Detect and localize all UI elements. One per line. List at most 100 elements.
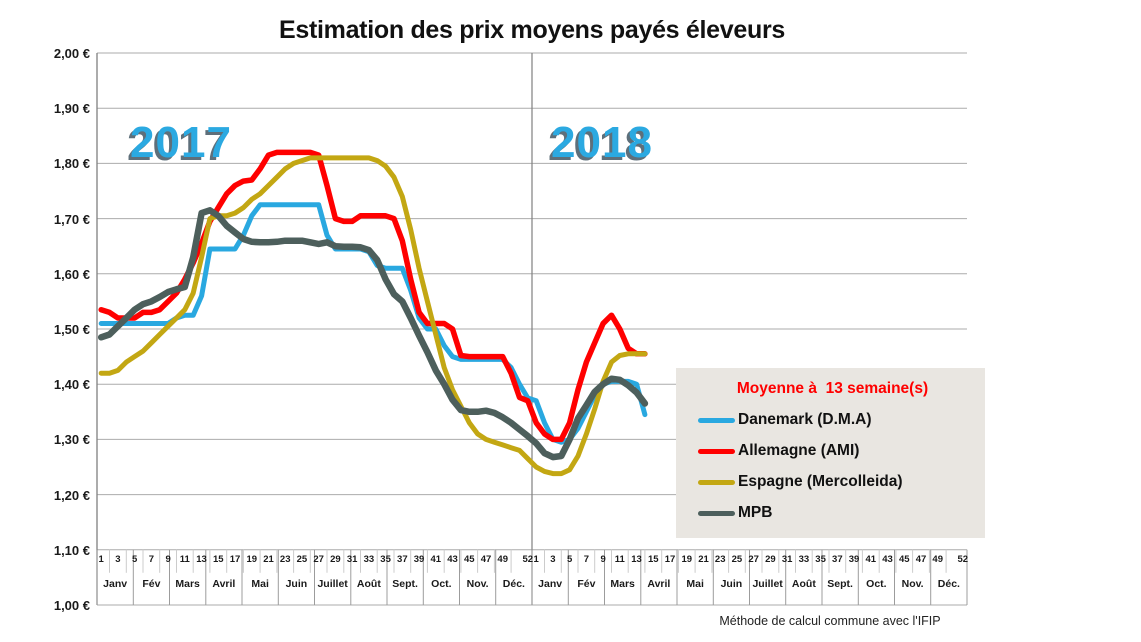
month-label: Mai — [686, 577, 704, 590]
week-number-label: 29 — [765, 553, 776, 565]
week-number-label: 27 — [313, 553, 324, 565]
week-number-label: 3 — [115, 553, 121, 565]
week-number-label: 25 — [296, 553, 308, 565]
week-number-label: 49 — [497, 553, 508, 565]
legend-title: Moyenne à 13 semaine(s) — [736, 380, 929, 397]
week-number-label: 41 — [430, 553, 442, 565]
series-line-allemagne-ami — [98, 149, 648, 443]
week-number-label: 31 — [781, 553, 793, 565]
week-number-label: 27 — [748, 553, 759, 565]
month-label: Juin — [285, 577, 308, 590]
week-number-label: 21 — [698, 553, 709, 565]
week-number-label: 5 — [566, 553, 573, 565]
legend-item: MPB — [698, 504, 985, 522]
month-label: Sept. — [392, 577, 418, 590]
month-label: Juin — [720, 577, 743, 590]
week-number-label: 9 — [600, 553, 606, 565]
week-number-label: 7 — [583, 553, 590, 565]
week-number-label: 43 — [447, 553, 458, 565]
y-tick-label: 1,60 € — [53, 266, 90, 282]
month-label: Juillet — [317, 577, 348, 590]
y-tick-label: 1,40 € — [53, 377, 90, 393]
series-line-danemark-d-m-a — [98, 202, 648, 445]
month-label: Août — [791, 577, 816, 590]
y-tick-label: 1,00 € — [53, 598, 90, 613]
legend-swatch-icon — [698, 448, 735, 454]
legend-label: MPB — [738, 504, 773, 521]
week-number-label: 25 — [731, 553, 743, 565]
week-number-label: 19 — [681, 553, 693, 565]
legend-item: Danemark (D.M.A) — [698, 411, 985, 429]
month-label: Nov. — [901, 577, 924, 590]
month-label: Déc. — [937, 577, 960, 590]
month-label: Janv — [103, 577, 128, 590]
year-watermark-2017: 2017 — [130, 118, 232, 167]
week-number-label: 43 — [882, 553, 893, 565]
week-number-label: 1 — [98, 553, 104, 565]
y-tick-label: 1,20 € — [53, 487, 90, 503]
legend-swatch-icon — [698, 417, 735, 423]
week-number-label: 5 — [131, 553, 138, 565]
month-label: Août — [356, 577, 381, 590]
year-watermark-2018: 2018 — [551, 118, 653, 167]
y-tick-label: 1,90 € — [53, 101, 90, 117]
week-number-label: 31 — [346, 553, 358, 565]
week-number-label: 35 — [815, 553, 826, 565]
week-number-label: 45 — [463, 553, 475, 565]
week-number-label: 11 — [179, 553, 190, 565]
week-number-label: 39 — [413, 553, 425, 565]
legend-item: Allemagne (AMI) — [698, 442, 985, 460]
month-label: Avril — [212, 577, 236, 590]
month-label: Mai — [251, 577, 269, 590]
y-tick-label: 1,50 € — [53, 322, 90, 337]
legend-swatch-icon — [698, 479, 735, 485]
y-tick-label: 1,70 € — [53, 211, 90, 227]
week-number-label: 45 — [898, 553, 910, 565]
week-number-label: 3 — [550, 553, 556, 565]
week-number-label: 37 — [832, 553, 843, 565]
week-number-label: 15 — [648, 553, 659, 565]
series-line-mpb — [97, 207, 649, 461]
week-number-label: 47 — [480, 553, 492, 565]
month-label: Fév — [142, 577, 161, 590]
week-number-label: 15 — [213, 553, 224, 565]
week-number-label: 7 — [148, 553, 155, 565]
week-number-label: 9 — [165, 553, 171, 565]
y-tick-label: 1,30 € — [53, 432, 90, 448]
week-number-label: 11 — [614, 553, 625, 565]
week-number-label: 52 — [522, 553, 534, 565]
week-number-label: 1 — [533, 553, 539, 565]
legend-label: Allemagne (AMI) — [738, 442, 860, 459]
week-number-label: 29 — [330, 553, 341, 565]
week-number-label: 17 — [664, 553, 676, 565]
week-number-label: 13 — [631, 553, 642, 565]
week-number-label: 41 — [865, 553, 877, 565]
month-label: Janv — [538, 577, 563, 590]
month-label: Fév — [577, 577, 596, 590]
week-number-label: 39 — [848, 553, 860, 565]
week-number-label: 23 — [279, 553, 291, 565]
month-label: Oct. — [866, 577, 887, 590]
week-number-label: 33 — [798, 553, 810, 565]
month-label: Mars — [175, 577, 200, 590]
series-line-espagne-mercolleida — [98, 155, 648, 477]
month-label: Déc. — [502, 577, 525, 590]
legend-box: Moyenne à 13 semaine(s) Danemark (D.M.A)… — [676, 368, 985, 538]
legend-label: Espagne (Mercolleida) — [738, 473, 903, 490]
y-tick-label: 1,80 € — [53, 156, 90, 172]
month-label: Juillet — [752, 577, 783, 590]
week-number-label: 52 — [957, 553, 969, 565]
legend-label: Danemark (D.M.A) — [738, 411, 872, 428]
week-number-label: 17 — [229, 553, 241, 565]
week-number-label: 13 — [196, 553, 207, 565]
week-number-label: 37 — [397, 553, 408, 565]
week-number-label: 49 — [932, 553, 943, 565]
month-label: Avril — [647, 577, 671, 590]
week-number-label: 23 — [714, 553, 726, 565]
week-number-label: 21 — [263, 553, 274, 565]
week-number-label: 47 — [915, 553, 927, 565]
week-number-label: 35 — [380, 553, 391, 565]
footer-note: Méthode de calcul commune avec l'IFIP — [719, 614, 941, 628]
